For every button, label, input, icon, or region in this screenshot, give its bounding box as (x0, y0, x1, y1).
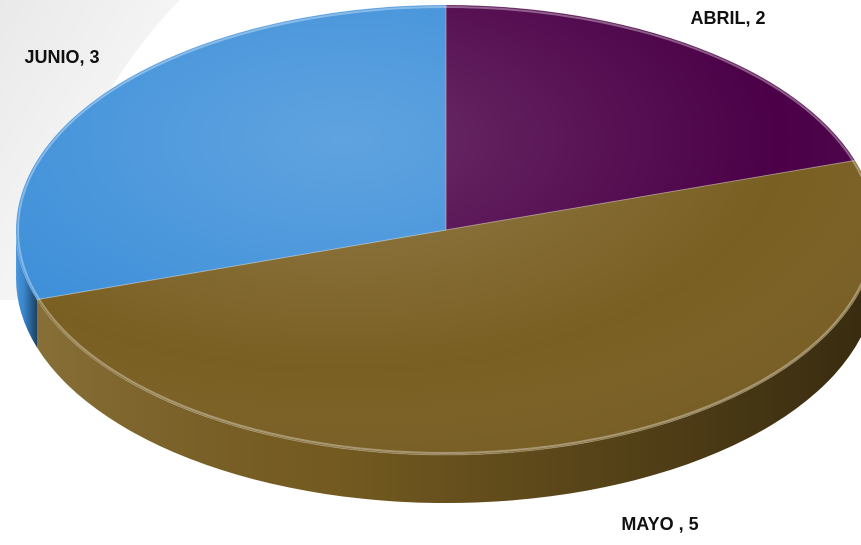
pie-rim (17, 6, 861, 454)
slice-label-abril: ABRIL, 2 (690, 8, 765, 28)
pie-top-layer (15, 4, 861, 456)
pie-label-layer: ABRIL, 2 MAYO , 5 JUNIO, 3 (24, 8, 765, 534)
slice-label-mayo: MAYO , 5 (621, 514, 698, 534)
slice-label-junio: JUNIO, 3 (24, 47, 99, 67)
